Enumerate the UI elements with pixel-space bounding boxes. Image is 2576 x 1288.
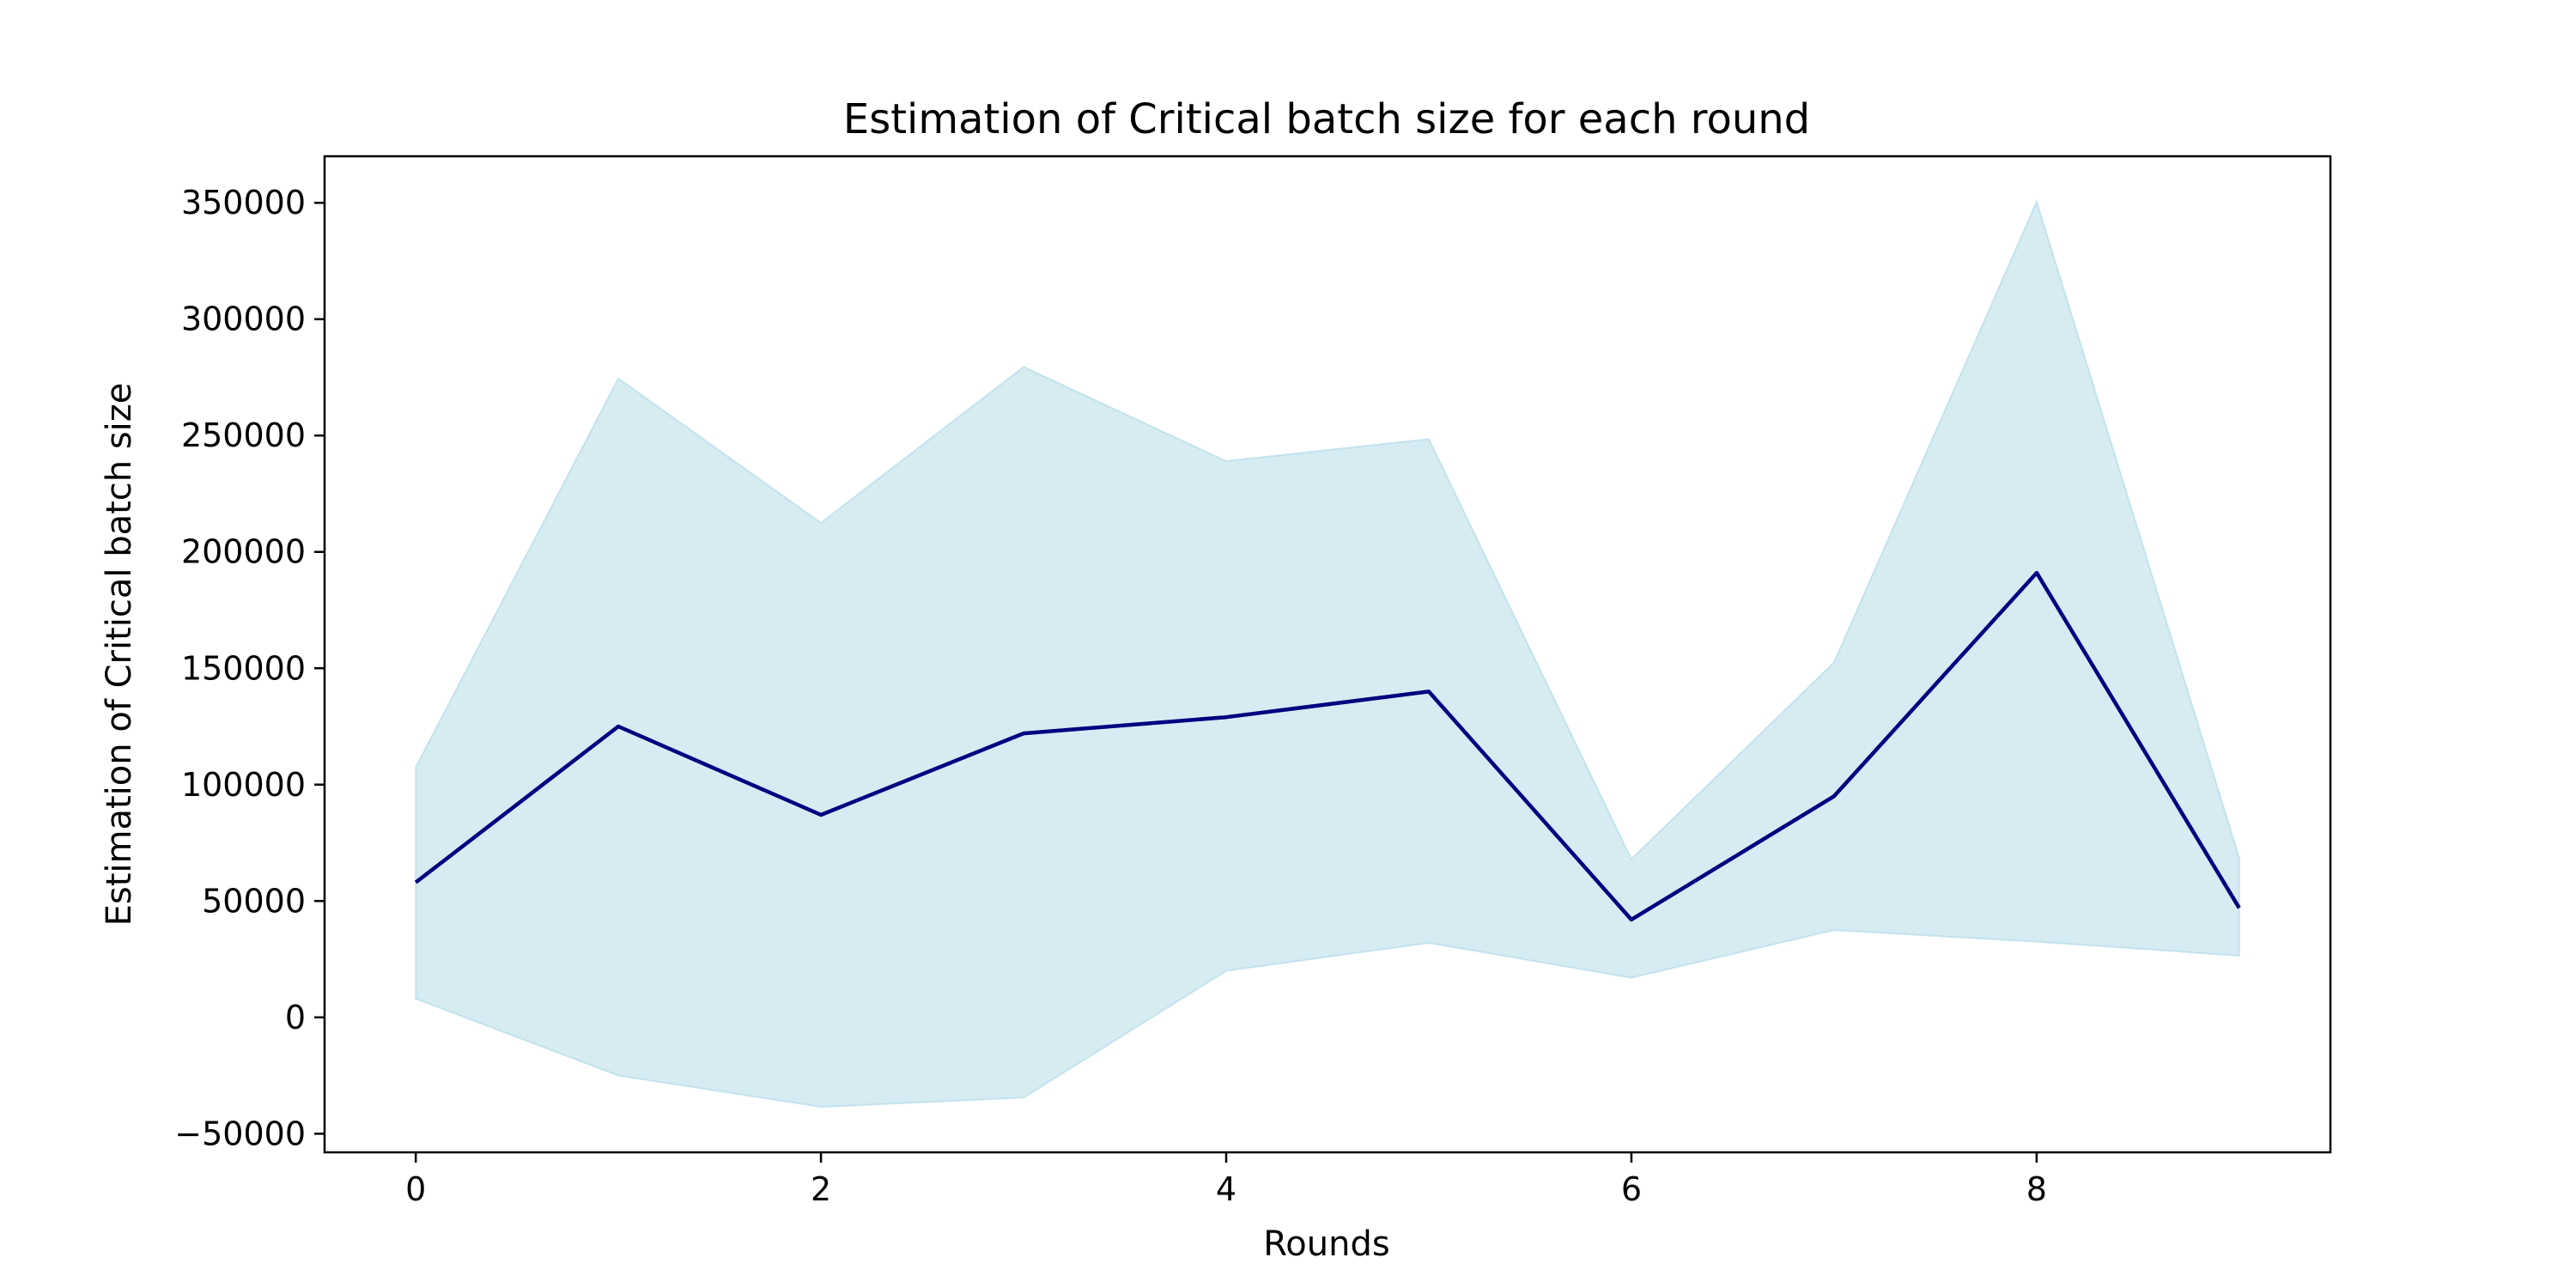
y-tick-label: 350000 [181, 184, 306, 222]
y-axis: −50000 0 50000 100000 150000 200000 250000 3000… [174, 184, 325, 1152]
x-tick-label: 6 [1621, 1170, 1642, 1208]
plot-frame [323, 155, 2332, 1154]
chart-title: Estimation of Critical batch size for ea… [843, 95, 1810, 143]
data-point [616, 724, 621, 729]
x-axis: 0 2 4 6 8 [405, 1152, 2047, 1208]
series-line [414, 570, 2241, 922]
y-tick-label: 50000 [202, 882, 306, 920]
data-point [1426, 689, 1431, 694]
data-point [818, 812, 823, 817]
y-tick-label: 150000 [181, 649, 306, 687]
data-point [2237, 905, 2242, 910]
confidence-band [415, 199, 2240, 1109]
data-point [1629, 917, 1634, 922]
x-tick-label: 8 [2026, 1170, 2047, 1208]
y-axis-title: Estimation of Critical batch size [100, 383, 139, 927]
data-point [413, 880, 418, 885]
y-tick-label: 300000 [181, 301, 306, 338]
x-tick-label: 2 [811, 1170, 831, 1208]
data-point [1021, 731, 1026, 736]
y-tick-label: 200000 [181, 533, 306, 571]
data-point [1832, 793, 1837, 799]
y-tick-label: −50000 [174, 1115, 306, 1152]
data-point [2034, 570, 2039, 575]
x-tick-label: 4 [1216, 1170, 1236, 1208]
y-tick-label: 100000 [181, 766, 306, 804]
y-tick-label: 0 [285, 999, 306, 1036]
data-point [1224, 714, 1229, 720]
y-tick-label: 250000 [181, 416, 306, 454]
plot-area [413, 199, 2242, 1109]
x-axis-title: Rounds [1263, 1224, 1389, 1264]
x-tick-label: 0 [405, 1170, 426, 1208]
